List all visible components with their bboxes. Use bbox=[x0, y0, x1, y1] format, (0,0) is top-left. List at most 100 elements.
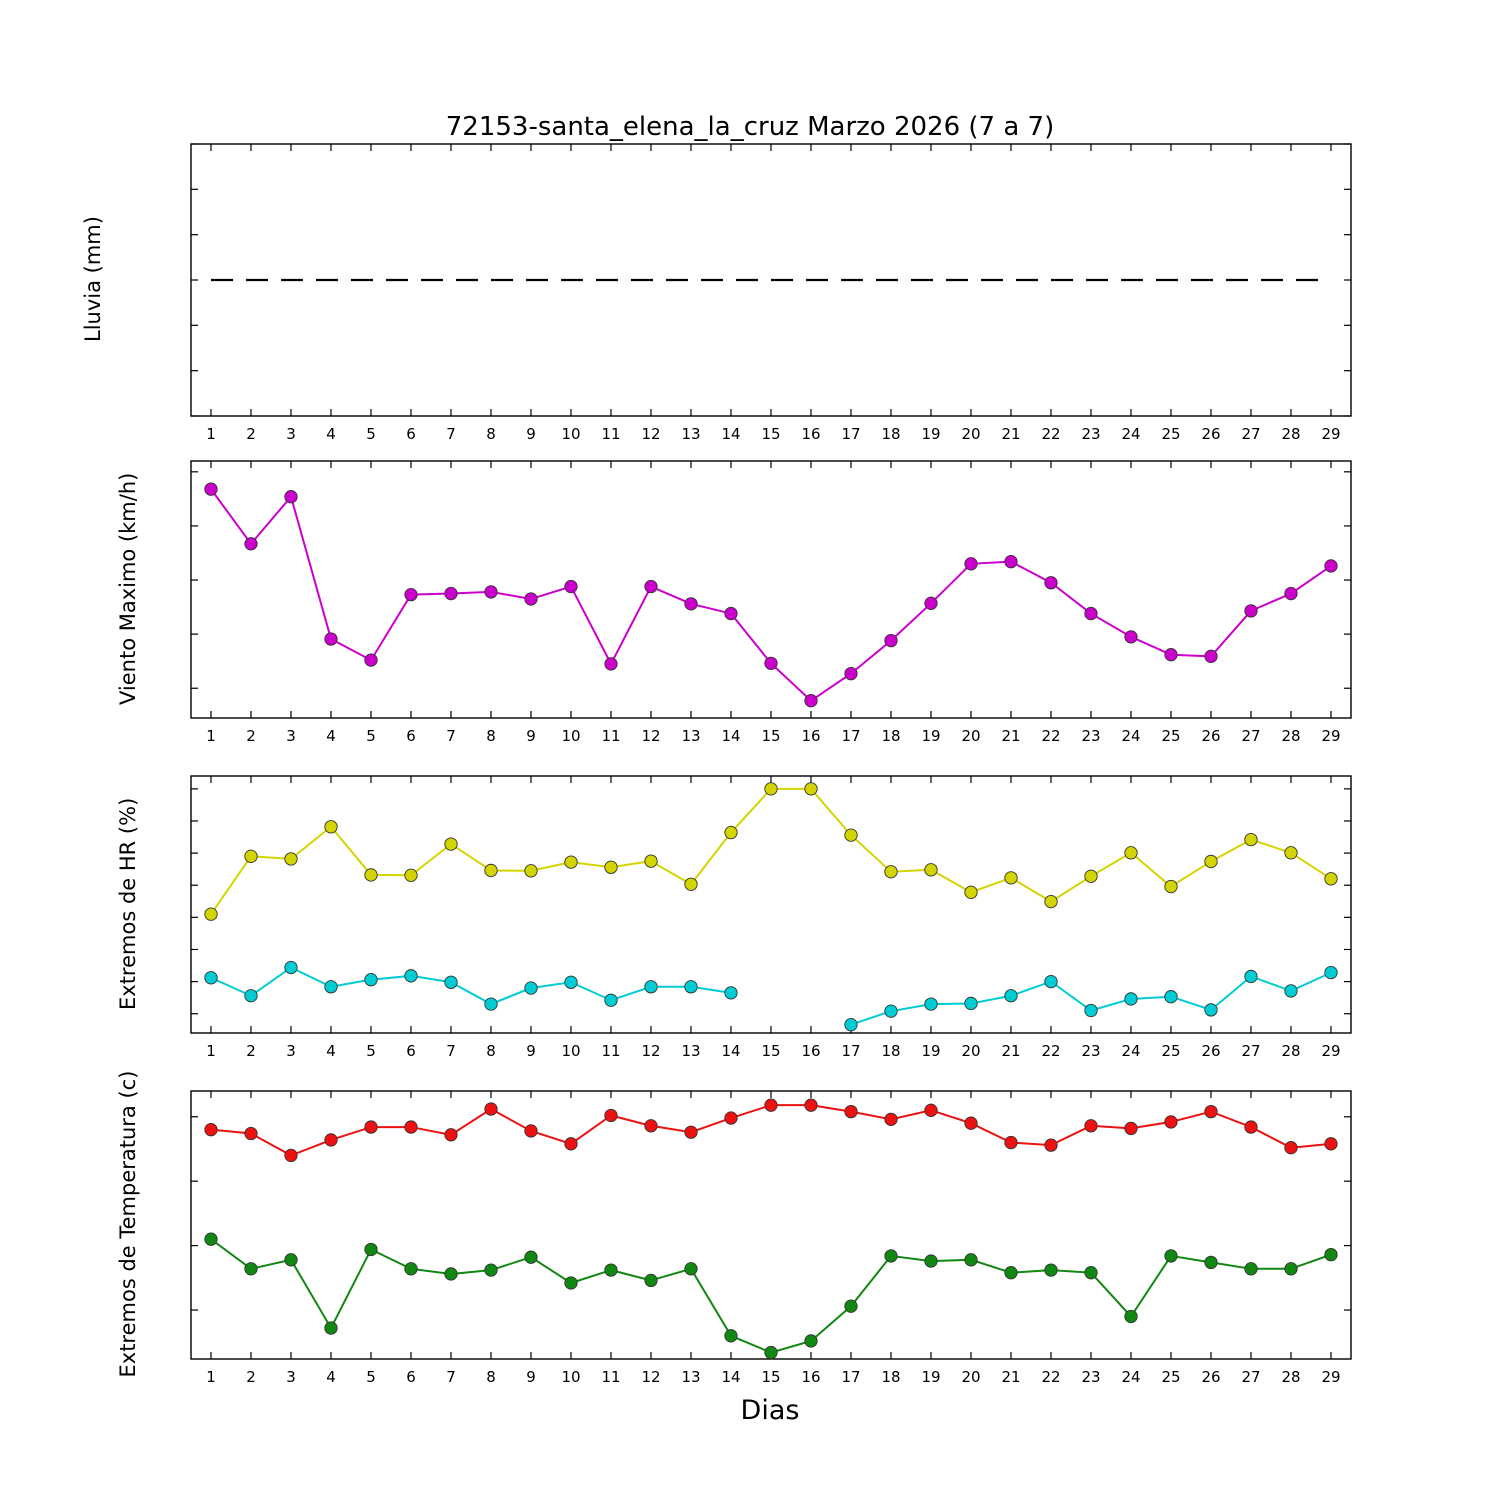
data-point bbox=[524, 1124, 538, 1138]
x-tick-label: 22 bbox=[1041, 727, 1060, 745]
x-tick-label: 4 bbox=[326, 727, 336, 745]
data-point bbox=[1244, 969, 1258, 984]
data-point bbox=[564, 975, 578, 989]
x-tick-label: 8 bbox=[486, 1368, 496, 1386]
data-point bbox=[1124, 630, 1138, 644]
x-tick-label: 9 bbox=[526, 727, 536, 745]
data-point bbox=[1044, 974, 1058, 989]
data-point bbox=[1284, 846, 1298, 860]
data-point bbox=[1204, 854, 1218, 869]
x-tick-label: 16 bbox=[801, 727, 820, 745]
x-tick-label: 15 bbox=[761, 425, 780, 443]
x-tick-label: 23 bbox=[1081, 727, 1100, 745]
data-point bbox=[804, 1334, 818, 1348]
data-point bbox=[1324, 872, 1338, 886]
x-tick-label: 13 bbox=[681, 727, 700, 745]
x-tick-label: 7 bbox=[446, 1368, 456, 1386]
axes-frame bbox=[190, 1090, 1352, 1360]
x-tick-label: 4 bbox=[326, 1368, 336, 1386]
x-tick-label: 28 bbox=[1281, 425, 1300, 443]
panel-viento: 3040506070123456789101112131415161718192… bbox=[190, 460, 1352, 767]
data-point bbox=[1284, 1262, 1298, 1276]
data-point bbox=[804, 694, 818, 708]
data-point bbox=[204, 482, 218, 496]
data-point bbox=[1164, 1115, 1178, 1129]
data-point bbox=[284, 1148, 298, 1163]
x-tick-label: 17 bbox=[841, 1042, 860, 1060]
data-point bbox=[1004, 871, 1018, 885]
data-point bbox=[844, 1104, 858, 1119]
data-point bbox=[1244, 832, 1258, 847]
data-point bbox=[804, 782, 818, 796]
data-point bbox=[284, 960, 298, 975]
series-line-1 bbox=[210, 966, 732, 1006]
x-tick-label: 11 bbox=[601, 727, 620, 745]
x-tick-label: 20 bbox=[961, 727, 980, 745]
x-tick-label: 13 bbox=[681, 1368, 700, 1386]
x-tick-label: 20 bbox=[961, 1042, 980, 1060]
data-point bbox=[684, 597, 698, 611]
x-tick-label: 14 bbox=[721, 727, 740, 745]
data-point bbox=[1324, 559, 1338, 573]
x-tick-label: 8 bbox=[486, 727, 496, 745]
x-tick-label: 23 bbox=[1081, 1042, 1100, 1060]
x-tick-label: 17 bbox=[841, 727, 860, 745]
x-tick-label: 20 bbox=[961, 1368, 980, 1386]
x-tick-label: 18 bbox=[881, 1368, 900, 1386]
panel-lluvia: −0.06−0.04−0.020.000.020.040.06123456789… bbox=[190, 143, 1352, 465]
x-tick-label: 14 bbox=[721, 425, 740, 443]
data-point bbox=[964, 996, 978, 1011]
data-point bbox=[404, 1120, 418, 1134]
x-tick-label: 2 bbox=[246, 425, 256, 443]
x-tick-label: 9 bbox=[526, 1368, 536, 1386]
x-tick-label: 12 bbox=[641, 1368, 660, 1386]
data-point bbox=[644, 854, 658, 868]
data-point bbox=[444, 586, 458, 601]
x-tick-label: 27 bbox=[1241, 1042, 1260, 1060]
data-point bbox=[884, 633, 898, 648]
x-tick-label: 24 bbox=[1121, 425, 1140, 443]
data-point bbox=[644, 980, 658, 994]
y-axis-label-lluvia: Lluvia (mm) bbox=[81, 216, 105, 342]
data-point bbox=[204, 1232, 218, 1246]
data-point bbox=[1004, 1135, 1018, 1150]
data-point bbox=[1324, 965, 1338, 980]
x-tick-label: 5 bbox=[366, 727, 376, 745]
y-axis-label-temperatura: Extremos de Temperatura (c) bbox=[116, 1070, 140, 1378]
data-point bbox=[1084, 1003, 1098, 1018]
plot-area-1: 3040506070123456789101112131415161718192… bbox=[190, 460, 1352, 745]
data-point bbox=[964, 885, 978, 899]
data-point bbox=[444, 837, 458, 851]
data-point bbox=[1284, 984, 1298, 998]
data-point bbox=[884, 1112, 898, 1127]
data-point bbox=[404, 969, 418, 983]
data-point bbox=[244, 1126, 258, 1141]
data-point bbox=[564, 855, 578, 869]
data-point bbox=[484, 1263, 498, 1277]
data-point bbox=[724, 986, 738, 1000]
x-tick-label: 29 bbox=[1321, 425, 1340, 443]
data-point bbox=[924, 1103, 938, 1117]
data-point bbox=[1164, 1249, 1178, 1263]
data-point bbox=[1004, 989, 1018, 1003]
data-point bbox=[444, 975, 458, 989]
x-tick-label: 19 bbox=[921, 727, 940, 745]
x-tick-label: 18 bbox=[881, 1042, 900, 1060]
data-point bbox=[684, 1262, 698, 1276]
data-point bbox=[324, 1321, 338, 1335]
data-point bbox=[684, 980, 698, 994]
data-point bbox=[484, 585, 498, 599]
panel-hr: 3040506070809010012345678910111213141516… bbox=[190, 775, 1352, 1082]
data-point bbox=[964, 557, 978, 571]
data-point bbox=[924, 596, 938, 610]
data-point bbox=[884, 1004, 898, 1018]
x-tick-label: 11 bbox=[601, 425, 620, 443]
data-point bbox=[1084, 869, 1098, 883]
data-point bbox=[964, 1116, 978, 1130]
x-tick-label: 21 bbox=[1001, 727, 1020, 745]
data-point bbox=[604, 1263, 618, 1277]
x-tick-label: 16 bbox=[801, 1042, 820, 1060]
x-tick-label: 10 bbox=[561, 727, 580, 745]
x-tick-label: 14 bbox=[721, 1368, 740, 1386]
data-point bbox=[604, 993, 618, 1007]
